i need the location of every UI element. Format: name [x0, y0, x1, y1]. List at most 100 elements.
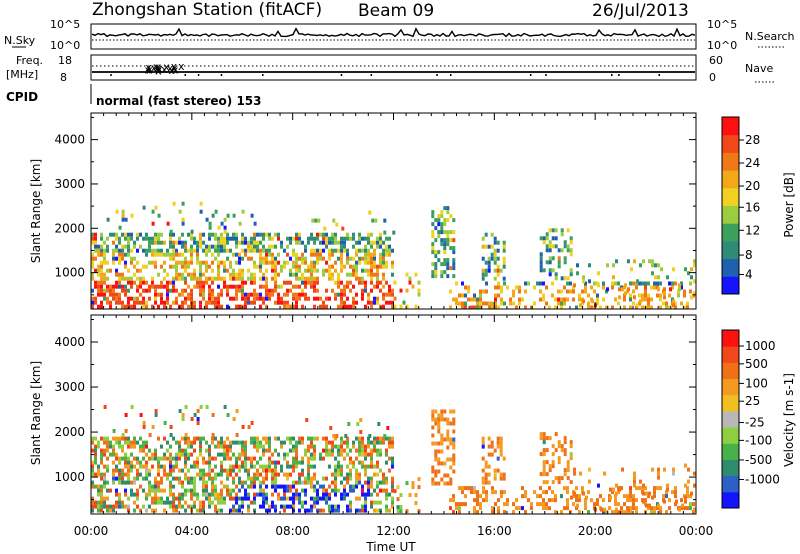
data-cell	[352, 296, 355, 301]
data-cell	[298, 476, 301, 481]
data-cell	[665, 494, 668, 499]
data-cell	[154, 288, 157, 293]
data-cell	[166, 472, 169, 477]
data-cell	[280, 464, 283, 469]
data-cell	[100, 456, 103, 461]
data-cell	[322, 448, 325, 453]
data-cell	[385, 264, 388, 269]
data-cell	[623, 502, 626, 507]
data-cell	[160, 464, 163, 469]
data-cell	[490, 444, 494, 449]
data-cell	[690, 267, 693, 272]
data-cell	[274, 280, 277, 285]
data-cell	[304, 508, 307, 513]
data-cell	[232, 480, 235, 485]
data-cell	[220, 492, 223, 497]
data-cell	[115, 268, 118, 273]
data-cell	[304, 284, 307, 289]
data-cell	[361, 268, 364, 273]
power-colorbar-swatches	[722, 117, 739, 295]
data-cell	[388, 444, 391, 449]
data-cell	[545, 285, 548, 290]
data-cell	[393, 489, 397, 494]
data-cell	[307, 468, 310, 473]
data-cell	[612, 263, 615, 268]
data-cell	[677, 289, 680, 294]
data-cell	[196, 492, 199, 497]
data-cell	[542, 468, 546, 473]
data-cell	[259, 232, 262, 237]
data-cell	[476, 297, 479, 302]
data-cell	[94, 500, 97, 505]
data-cell	[542, 506, 545, 511]
data-cell	[624, 291, 627, 296]
data-cell	[244, 468, 247, 473]
data-cell	[310, 456, 313, 461]
data-cell	[187, 452, 190, 457]
data-cell	[482, 289, 485, 294]
data-cell	[199, 264, 202, 269]
data-cell	[662, 494, 665, 499]
data-cell	[635, 305, 638, 310]
data-cell	[653, 490, 656, 495]
data-cell	[256, 436, 259, 441]
data-cell	[373, 256, 376, 261]
data-cell	[343, 240, 346, 245]
data-cell	[292, 460, 295, 465]
data-cell	[295, 448, 298, 453]
freq-mark: x	[155, 60, 162, 73]
data-cell	[620, 510, 623, 515]
data-cell	[196, 436, 199, 441]
data-cell	[346, 284, 349, 289]
data-cell	[265, 248, 268, 253]
freq-mark: x	[178, 60, 185, 73]
data-cell	[319, 240, 322, 245]
data-cell	[163, 508, 166, 513]
data-cell	[484, 480, 488, 485]
data-cell	[440, 417, 444, 422]
data-cell	[262, 260, 265, 265]
data-cell	[133, 440, 136, 445]
data-cell	[334, 476, 337, 481]
data-cell	[343, 244, 346, 249]
data-cell	[223, 240, 226, 245]
data-cell	[388, 508, 391, 513]
data-cell	[627, 287, 630, 292]
data-cell	[572, 502, 575, 507]
data-cell	[666, 483, 669, 488]
data-cell	[632, 502, 635, 507]
data-cell	[130, 236, 133, 241]
data-cell	[588, 467, 591, 472]
data-cell	[229, 264, 232, 269]
data-cell	[100, 436, 103, 441]
data-cell	[268, 444, 271, 449]
data-cell	[241, 236, 244, 241]
data-cell	[220, 480, 223, 485]
data-cell	[295, 292, 298, 297]
data-cell	[199, 405, 203, 409]
data-cell	[349, 448, 352, 453]
data-cell	[382, 436, 385, 441]
data-cell	[184, 472, 187, 477]
data-cell	[651, 259, 654, 264]
data-cell	[337, 508, 340, 513]
data-cell	[127, 248, 130, 253]
data-cell	[289, 436, 292, 441]
data-cell	[193, 300, 196, 305]
data-cell	[226, 448, 229, 453]
data-cell	[337, 448, 340, 453]
data-cell	[268, 468, 271, 473]
data-cell	[256, 448, 259, 453]
data-cell	[370, 504, 373, 509]
data-cell	[223, 452, 226, 457]
data-cell	[91, 264, 94, 269]
data-cell	[172, 232, 175, 237]
data-cell	[626, 498, 629, 503]
data-cell	[659, 297, 662, 302]
data-cell	[461, 490, 464, 495]
data-cell	[160, 292, 163, 297]
data-cell	[545, 448, 549, 453]
data-cell	[493, 248, 497, 253]
data-cell	[271, 264, 274, 269]
data-cell	[301, 440, 304, 445]
